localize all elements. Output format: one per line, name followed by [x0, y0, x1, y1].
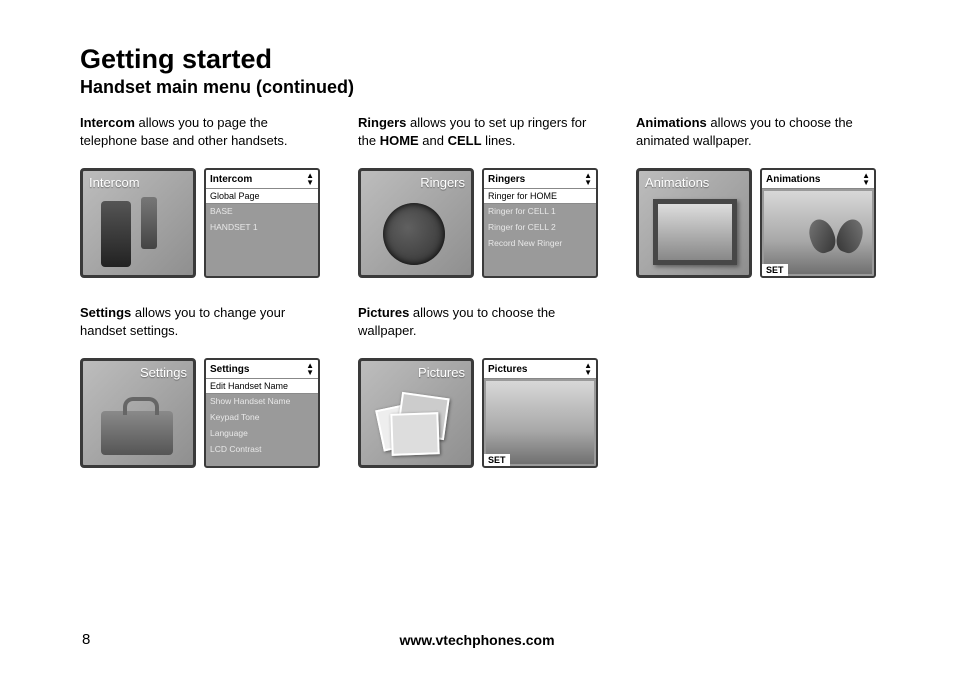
scroll-arrows-icon: ▲▼: [306, 172, 314, 186]
animations-desc-bold: Animations: [636, 115, 707, 130]
ringers-menu: Ringers ▲▼ Ringer for HOME Ringer for CE…: [482, 168, 598, 278]
ringers-menu-selected: Ringer for HOME: [484, 189, 596, 204]
menu-grid: Intercom allows you to page the telephon…: [80, 114, 884, 468]
intercom-icon-tile: Intercom: [80, 168, 196, 278]
intercom-menu-item: BASE: [206, 204, 318, 220]
settings-icon-tile: Settings: [80, 358, 196, 468]
handset-icon: [141, 197, 157, 249]
scroll-arrows-icon: ▲▼: [306, 362, 314, 376]
ringers-menu-title: Ringers: [488, 174, 525, 185]
animations-menu-header: Animations ▲▼: [762, 170, 874, 189]
toolbox-icon: [101, 411, 173, 455]
animations-icon-label: Animations: [639, 175, 749, 190]
animations-icon-tile: Animations: [636, 168, 752, 278]
ringers-menu-item: Record New Ringer: [484, 236, 596, 252]
animations-menu: Animations ▲▼ SET: [760, 168, 876, 278]
butterfly-icon: [810, 219, 862, 269]
scroll-arrows-icon: ▲▼: [862, 172, 870, 186]
section-settings: Settings allows you to change your hands…: [80, 304, 328, 468]
pictures-icon-tile: Pictures: [358, 358, 474, 468]
settings-menu: Settings ▲▼ Edit Handset Name Show Hands…: [204, 358, 320, 468]
settings-desc-bold: Settings: [80, 305, 131, 320]
pictures-preview: [486, 381, 594, 464]
picture-frame-icon: [653, 199, 737, 265]
settings-menu-item: Keypad Tone: [206, 410, 318, 426]
intercom-menu-selected: Global Page: [206, 189, 318, 204]
intercom-icon-label: Intercom: [83, 175, 193, 190]
settings-menu-item: Show Handset Name: [206, 394, 318, 410]
section-animations: Animations allows you to choose the anim…: [636, 114, 884, 278]
intercom-menu-item: HANDSET 1: [206, 220, 318, 236]
settings-menu-selected: Edit Handset Name: [206, 379, 318, 394]
ringers-desc-bold: Ringers: [358, 115, 406, 130]
pictures-menu-title: Pictures: [488, 364, 527, 375]
intercom-menu: Intercom ▲▼ Global Page BASE HANDSET 1: [204, 168, 320, 278]
settings-menu-item: LCD Contrast: [206, 442, 318, 458]
pictures-desc-bold: Pictures: [358, 305, 409, 320]
settings-icon-label: Settings: [83, 365, 193, 380]
pictures-icon-label: Pictures: [361, 365, 471, 380]
ringers-desc: Ringers allows you to set up ringers for…: [358, 114, 606, 158]
page-title: Getting started: [80, 44, 884, 75]
ringers-desc-t2: and: [419, 133, 448, 148]
pictures-menu: Pictures ▲▼ SET: [482, 358, 598, 468]
section-intercom: Intercom allows you to page the telephon…: [80, 114, 328, 278]
settings-menu-item: Language: [206, 426, 318, 442]
ringers-desc-t3: lines.: [482, 133, 516, 148]
pictures-menu-header: Pictures ▲▼: [484, 360, 596, 379]
section-ringers: Ringers allows you to set up ringers for…: [358, 114, 606, 278]
settings-menu-title: Settings: [210, 364, 249, 375]
ringers-icon-label: Ringers: [361, 175, 471, 190]
settings-desc: Settings allows you to change your hands…: [80, 304, 328, 348]
ringers-icon-tile: Ringers: [358, 168, 474, 278]
page-url: www.vtechphones.com: [0, 632, 954, 648]
ringers-desc-bold3: CELL: [448, 133, 482, 148]
intercom-desc: Intercom allows you to page the telephon…: [80, 114, 328, 158]
ringers-desc-bold2: HOME: [380, 133, 419, 148]
scroll-arrows-icon: ▲▼: [584, 362, 592, 376]
empty-cell: [636, 304, 884, 468]
animations-menu-title: Animations: [766, 174, 820, 185]
pictures-menu-footer: SET: [484, 454, 510, 466]
settings-menu-header: Settings ▲▼: [206, 360, 318, 379]
photos-icon: [379, 395, 451, 455]
ringers-menu-item: Ringer for CELL 1: [484, 204, 596, 220]
intercom-menu-header: Intercom ▲▼: [206, 170, 318, 189]
scroll-arrows-icon: ▲▼: [584, 172, 592, 186]
pictures-desc: Pictures allows you to choose the wallpa…: [358, 304, 606, 348]
ringers-menu-header: Ringers ▲▼: [484, 170, 596, 189]
page-subtitle: Handset main menu (continued): [80, 77, 884, 98]
intercom-menu-title: Intercom: [210, 174, 252, 185]
animations-preview: [764, 191, 872, 274]
animations-desc: Animations allows you to choose the anim…: [636, 114, 884, 158]
phone-icon: [101, 201, 131, 267]
section-pictures: Pictures allows you to choose the wallpa…: [358, 304, 606, 468]
intercom-desc-bold: Intercom: [80, 115, 135, 130]
ringers-menu-item: Ringer for CELL 2: [484, 220, 596, 236]
animations-menu-footer: SET: [762, 264, 788, 276]
speaker-icon: [383, 203, 445, 265]
